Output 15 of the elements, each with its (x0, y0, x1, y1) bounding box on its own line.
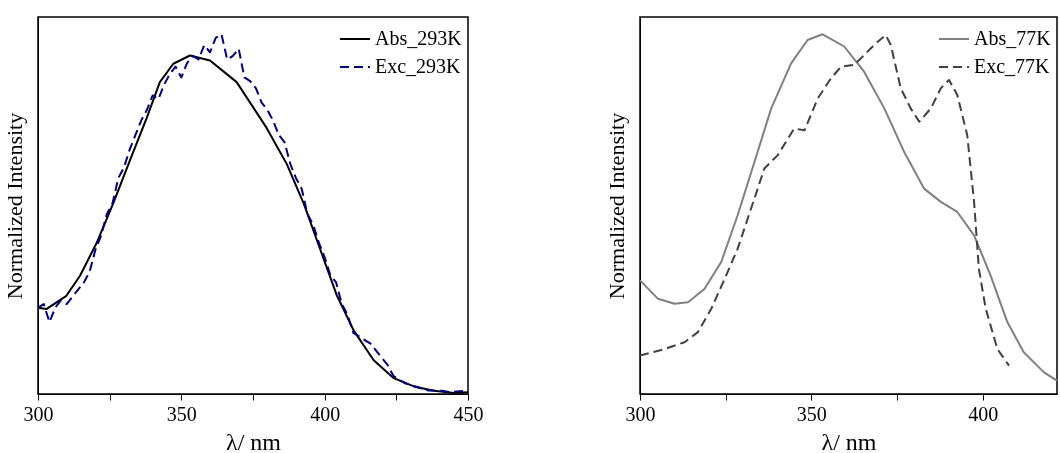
x-axis-title: λ/ nm (226, 428, 282, 453)
legend-label: Abs_293K (375, 27, 463, 49)
x-tick-label: 350 (796, 402, 827, 425)
x-tick-label: 300 (23, 402, 54, 425)
x-tick-label: 450 (453, 402, 484, 425)
legend-label: Exc_77K (974, 55, 1051, 77)
legend-label: Exc_293K (375, 55, 462, 77)
x-axis-title: λ/ nm (821, 428, 877, 453)
legend-label: Abs_77K (974, 27, 1052, 49)
x-tick-label: 350 (166, 402, 197, 425)
y-axis-title: Normalized Intensity (603, 112, 629, 300)
x-tick-label: 400 (310, 402, 341, 425)
x-tick-label: 400 (968, 402, 999, 425)
x-tick-label: 300 (625, 402, 656, 425)
y-axis-title: Normalized Intensity (1, 112, 27, 300)
